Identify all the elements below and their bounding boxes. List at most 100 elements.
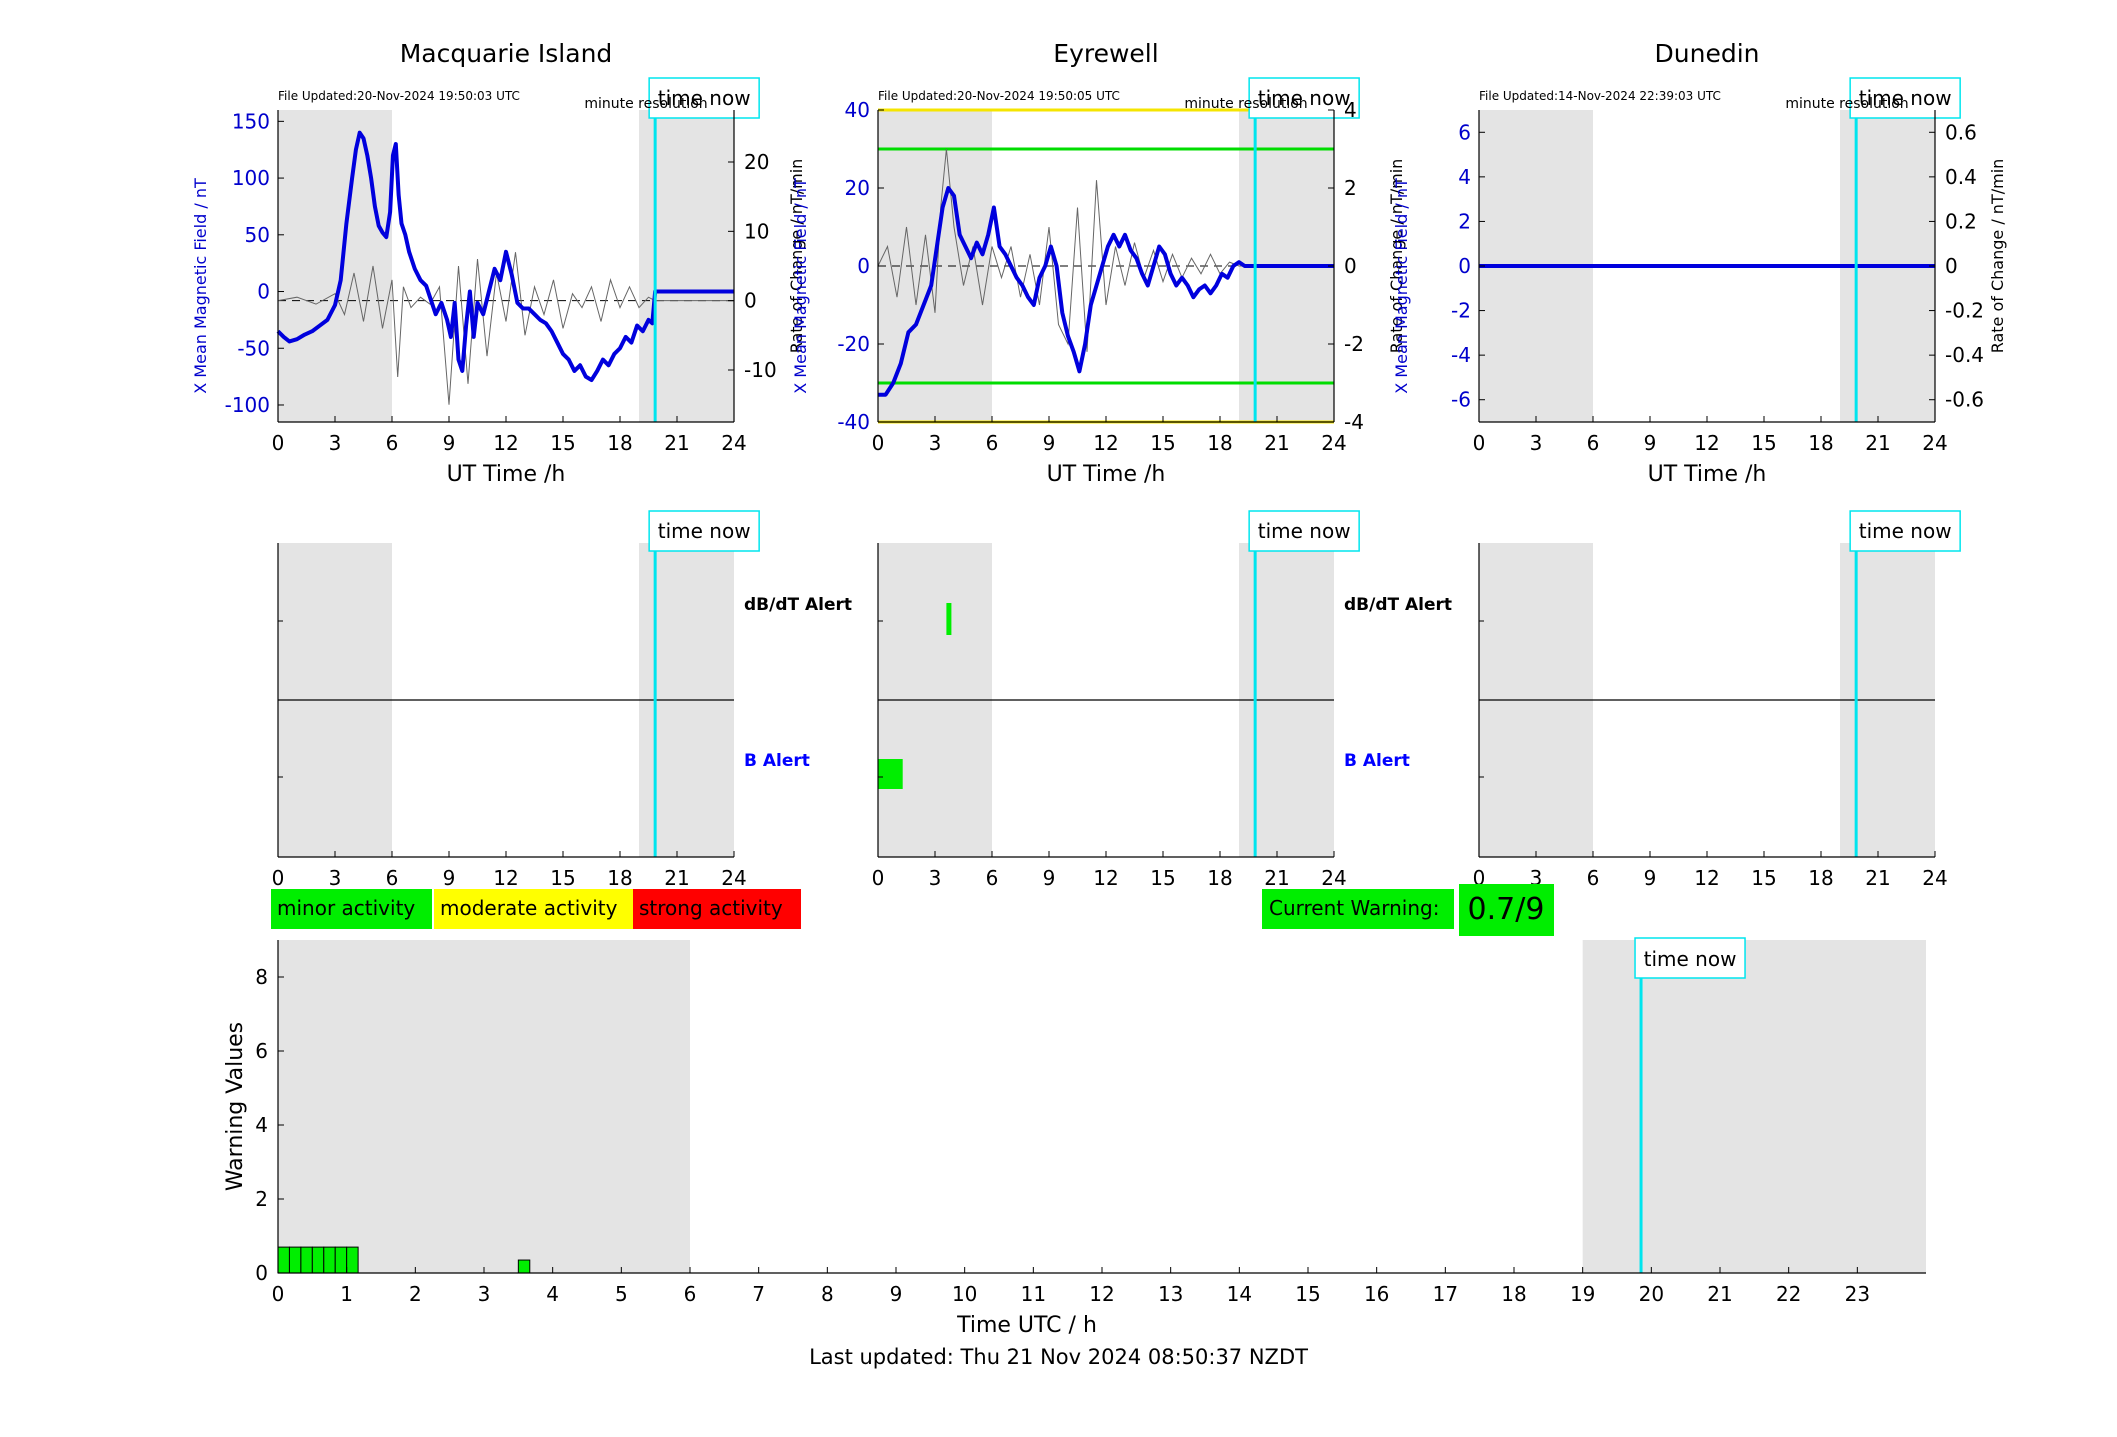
x-tick-label: 15	[550, 431, 575, 455]
left-tick-label: -50	[237, 336, 270, 360]
activity-legend: minor activity moderate activity strong ac…	[271, 884, 1554, 936]
x-tick-label: 15	[1295, 1282, 1320, 1306]
x-tick-label: 6	[986, 866, 999, 890]
x-tick-label: 18	[1207, 866, 1232, 890]
x-tick-label: 0	[1473, 431, 1486, 455]
shaded-region	[278, 940, 690, 1273]
warning-bar	[517, 1259, 531, 1274]
left-tick-label: 100	[232, 166, 270, 190]
current-warning-value: 0.7/9	[1468, 892, 1545, 927]
x-tick-label: 20	[1639, 1282, 1664, 1306]
x-tick-label: 15	[1150, 431, 1175, 455]
legend-strong-swatch	[633, 889, 801, 929]
x-tick-label: 6	[1587, 866, 1600, 890]
x-tick-label: 0	[872, 431, 885, 455]
x-tick-label: 3	[929, 866, 942, 890]
magnetic-field-series	[276, 130, 734, 383]
left-tick-label: 20	[845, 176, 870, 200]
right-tick-label: -10	[744, 358, 777, 382]
x-tick-label: 21	[1264, 866, 1289, 890]
resolution-label: minute resolution	[1184, 96, 1307, 112]
x-tick-label: 7	[752, 1282, 765, 1306]
warning-bar	[300, 1246, 313, 1274]
warning-bar	[311, 1246, 325, 1274]
x-tick-label: 12	[1093, 431, 1118, 455]
x-tick-label: 18	[1808, 431, 1833, 455]
x-tick-label: 15	[1751, 866, 1776, 890]
x-tick-label: 6	[386, 431, 399, 455]
right-tick-label: -0.6	[1945, 388, 1984, 412]
right-tick-label: 0	[1945, 254, 1958, 278]
x-tick-label: 9	[1043, 431, 1056, 455]
y-axis-label-left: X Mean Magnetic Field / nT	[791, 178, 810, 394]
left-tick-label: -40	[837, 410, 870, 434]
x-tick-label: 22	[1776, 1282, 1801, 1306]
right-tick-label: 2	[1344, 176, 1357, 200]
x-tick-label: 5	[615, 1282, 628, 1306]
right-tick-label: 0.6	[1945, 120, 1977, 144]
x-tick-label: 4	[546, 1282, 559, 1306]
y-axis-label-left: X Mean Magnetic Field / nT	[1392, 178, 1411, 394]
x-tick-label: 24	[1922, 431, 1947, 455]
time-now-box	[1849, 77, 1961, 119]
y-tick-label: 8	[255, 965, 268, 989]
file-updated-label: File Updated:20-Nov-2024 19:50:03 UTC	[278, 89, 520, 103]
left-tick-label: -20	[837, 332, 870, 356]
x-tick-label: 18	[1207, 431, 1232, 455]
x-tick-label: 21	[1264, 431, 1289, 455]
y-axis-label-left: X Mean Magnetic Field / nT	[191, 178, 210, 394]
x-tick-label: 2	[409, 1282, 422, 1306]
time-now-box	[648, 77, 760, 119]
rate-of-change-series	[277, 252, 734, 405]
dbdt-alert-label: dB/dT Alert	[744, 595, 852, 615]
time-now-label: time now	[1258, 86, 1351, 110]
right-tick-label: -0.2	[1945, 299, 1984, 323]
x-tick-label: 3	[478, 1282, 491, 1306]
x-tick-label: 3	[1530, 431, 1543, 455]
x-tick-label: 21	[1865, 431, 1890, 455]
right-tick-label: 0	[1344, 254, 1357, 278]
time-now-box	[1849, 510, 1961, 552]
shaded-region	[1582, 940, 1926, 1273]
right-tick-label: 0.4	[1945, 165, 1977, 189]
time-now-label: time now	[658, 86, 751, 110]
x-tick-label: 23	[1845, 1282, 1870, 1306]
x-tick-label: 9	[890, 1282, 903, 1306]
time-now-label: time now	[1644, 947, 1737, 971]
x-tick-label: 3	[329, 866, 342, 890]
left-tick-label: -4	[1451, 343, 1471, 367]
time-now-box	[648, 510, 760, 552]
x-tick-label: 6	[386, 866, 399, 890]
last-updated: Last updated: Thu 21 Nov 2024 08:50:37 N…	[809, 1345, 1308, 1369]
x-tick-label: 24	[1321, 866, 1346, 890]
x-tick-label: 15	[1751, 431, 1776, 455]
right-tick-label: -0.4	[1945, 343, 1984, 367]
left-tick-label: 6	[1458, 120, 1471, 144]
right-tick-label: 0	[744, 289, 757, 313]
time-now-box	[1248, 510, 1360, 552]
y-tick-label: 6	[255, 1039, 268, 1063]
legend-moderate-swatch	[434, 889, 633, 929]
x-tick-label: 19	[1570, 1282, 1595, 1306]
legend-strong-label: strong activity	[639, 896, 783, 920]
x-tick-label: 8	[821, 1282, 834, 1306]
y-tick-label: 2	[255, 1187, 268, 1211]
x-tick-label: 12	[493, 431, 518, 455]
left-tick-label: -2	[1451, 299, 1471, 323]
x-tick-label: 16	[1364, 1282, 1389, 1306]
x-tick-label: 24	[1321, 431, 1346, 455]
x-tick-label: 24	[1922, 866, 1947, 890]
x-tick-label: 9	[1043, 866, 1056, 890]
x-tick-label: 6	[1587, 431, 1600, 455]
shaded-region	[278, 110, 392, 422]
x-tick-label: 18	[607, 431, 632, 455]
warning-bar	[288, 1246, 302, 1274]
x-tick-label: 14	[1227, 1282, 1252, 1306]
x-axis-label: UT Time /h	[1648, 462, 1767, 487]
left-tick-label: 40	[845, 98, 870, 122]
x-tick-label: 12	[1093, 866, 1118, 890]
x-tick-label: 3	[929, 431, 942, 455]
station-title: Eyrewell	[1053, 39, 1158, 68]
warning-bar	[334, 1246, 348, 1274]
